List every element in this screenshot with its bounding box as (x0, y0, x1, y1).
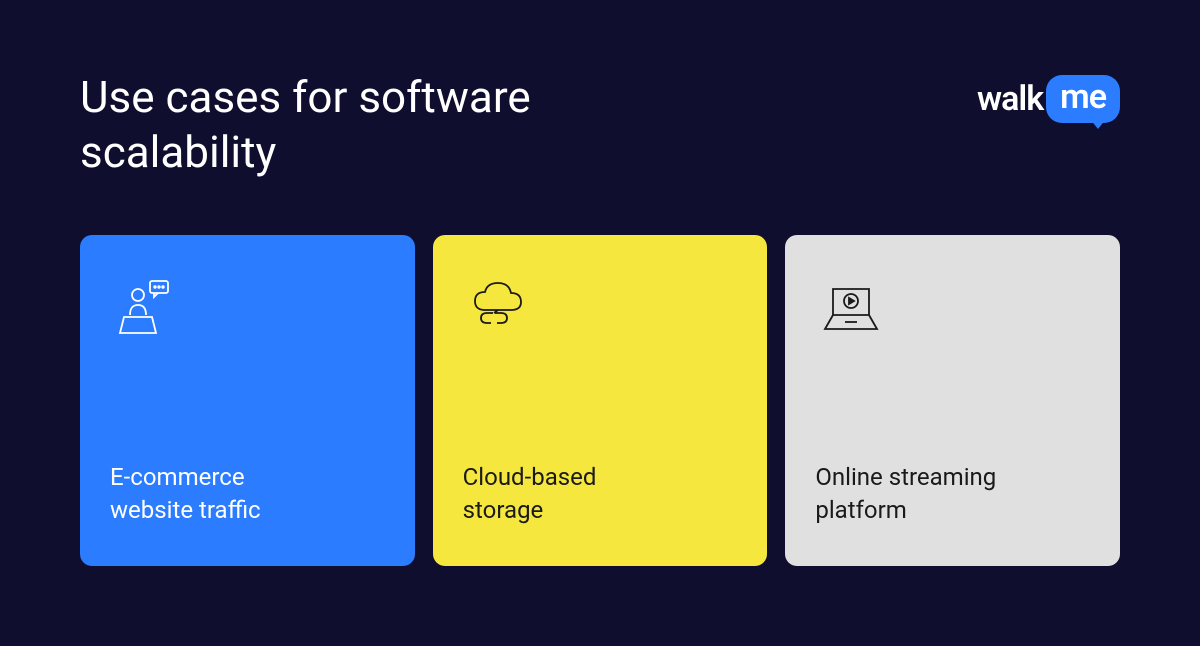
laptop-play-icon (815, 275, 885, 345)
card-streaming-label: Online streaming platform (815, 461, 1015, 526)
card-ecommerce-label: E-commerce website traffic (110, 461, 310, 526)
logo-walk-text: walk (977, 79, 1043, 119)
header: Use cases for software scalability walk … (80, 70, 1120, 180)
card-cloud: Cloud-based storage (433, 235, 768, 566)
card-cloud-label: Cloud-based storage (463, 461, 663, 526)
card-streaming: Online streaming platform (785, 235, 1120, 566)
logo-me-badge: me (1046, 75, 1120, 123)
card-ecommerce: E-commerce website traffic (80, 235, 415, 566)
cards-row: E-commerce website traffic Cloud-based s… (80, 235, 1120, 566)
page-title: Use cases for software scalability (80, 70, 640, 180)
ecommerce-person-icon (110, 275, 180, 345)
infographic-container: Use cases for software scalability walk … (0, 0, 1200, 646)
walkme-logo: walk me (977, 75, 1120, 123)
cloud-link-icon (463, 275, 533, 345)
